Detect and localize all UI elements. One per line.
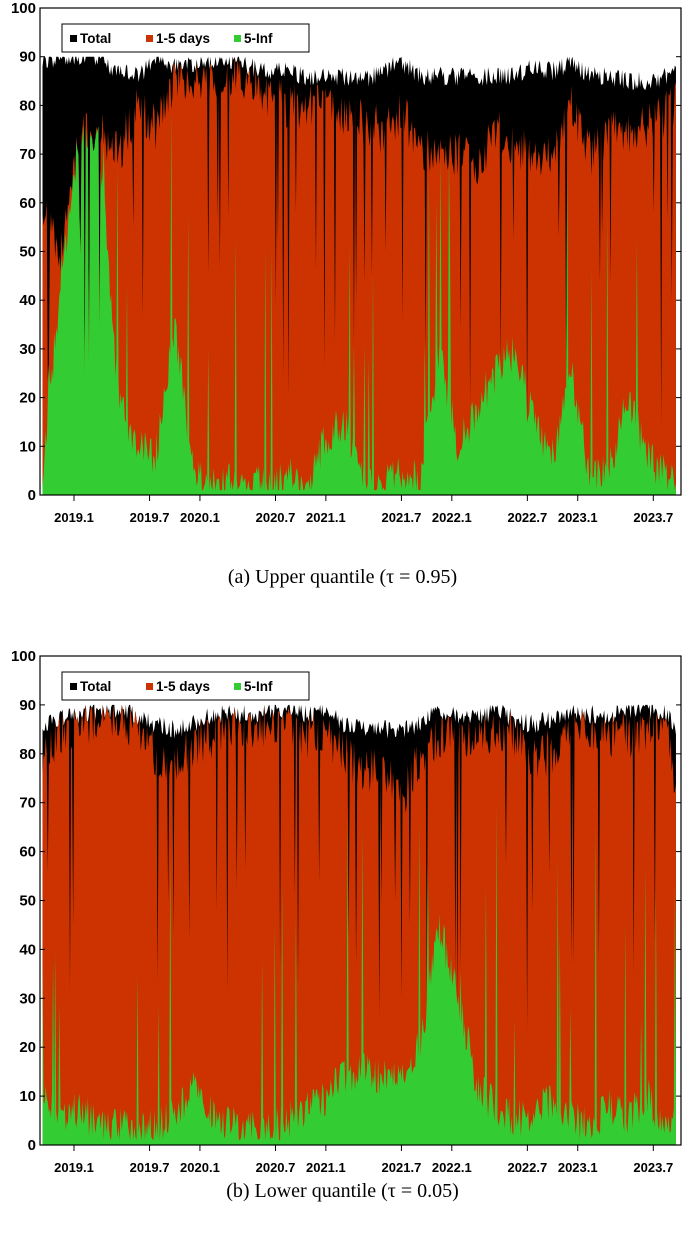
x-tick-label: 2019.1 xyxy=(54,510,94,525)
legend-label: Total xyxy=(80,31,111,46)
legend: Total 1-5 days 5-Inf xyxy=(61,671,310,701)
x-tick-label: 2019.1 xyxy=(54,1160,94,1175)
x-tick-label: 2020.1 xyxy=(180,1160,220,1175)
chart-b-svg: 0 10 20 30 40 50 60 70 80 90 100 2019.1 2019.7 2020.1… xyxy=(11,648,682,1175)
x-tick-label: 2019.7 xyxy=(130,1160,170,1175)
legend-label: 5-Inf xyxy=(244,679,273,694)
legend: Total 1-5 days 5-Inf xyxy=(61,23,310,53)
x-tick-label: 2020.7 xyxy=(256,1160,296,1175)
chart-panel-a: 0 10 20 30 40 50 60 70 80 90 100 2019.1 2019.7 2020.1… xyxy=(0,0,685,540)
y-tick-label: 90 xyxy=(19,49,36,66)
chart-a-svg: 0 10 20 30 40 50 60 70 80 90 100 2019.1 2019.7 2020.1… xyxy=(11,0,682,525)
legend-swatch xyxy=(146,35,153,42)
legend-label: Total xyxy=(80,679,111,694)
legend-swatch xyxy=(146,683,153,690)
legend-swatch xyxy=(234,35,241,42)
x-tick-label: 2020.1 xyxy=(180,510,220,525)
chart-panel-b: 0 10 20 30 40 50 60 70 80 90 100 2019.1 2019.7 2020.1… xyxy=(0,648,685,1193)
x-tick-label: 2023.7 xyxy=(633,510,673,525)
y-tick-label: 70 xyxy=(19,146,36,163)
chart-b-caption: (b) Lower quantile (τ = 0.05) xyxy=(226,1180,459,1202)
y-tick-label: 0 xyxy=(28,1137,36,1154)
x-tick-label: 2021.1 xyxy=(306,1160,346,1175)
legend-label: 5-Inf xyxy=(244,31,273,46)
x-tick-label: 2023.1 xyxy=(558,1160,598,1175)
y-tick-label: 80 xyxy=(19,746,36,763)
y-tick-label: 20 xyxy=(19,390,36,407)
y-tick-label: 60 xyxy=(19,195,36,212)
x-tick-label: 2023.1 xyxy=(558,510,598,525)
series-1-5-days-area xyxy=(42,704,676,1145)
y-tick-label: 40 xyxy=(19,941,36,958)
series-5-inf-area xyxy=(42,109,676,496)
y-tick-label: 80 xyxy=(19,97,36,114)
x-tick-label: 2022.7 xyxy=(507,1160,547,1175)
y-tick-label: 30 xyxy=(19,990,36,1007)
y-tick-label: 10 xyxy=(19,438,36,455)
x-tick-label: 2021.7 xyxy=(382,1160,422,1175)
y-tick-label: 100 xyxy=(11,0,36,17)
x-tick-label: 2019.7 xyxy=(130,510,170,525)
legend-label: 1-5 days xyxy=(156,31,210,46)
series-5-inf-area xyxy=(42,801,676,1145)
chart-a-caption: (a) Upper quantile (τ = 0.95) xyxy=(227,566,458,588)
x-tick-label: 2020.7 xyxy=(256,510,296,525)
y-tick-label: 0 xyxy=(28,487,36,504)
y-tick-label: 70 xyxy=(19,795,36,812)
x-tick-label: 2022.7 xyxy=(507,510,547,525)
legend-swatch xyxy=(234,683,241,690)
y-tick-label: 90 xyxy=(19,697,36,714)
y-tick-label: 20 xyxy=(19,1039,36,1056)
legend-box xyxy=(61,23,310,53)
y-tick-label: 30 xyxy=(19,341,36,358)
legend-box xyxy=(61,671,310,701)
y-tick-label: 100 xyxy=(11,648,36,665)
y-tick-label: 50 xyxy=(19,893,36,910)
x-tick-label: 2021.1 xyxy=(306,510,346,525)
legend-label: 1-5 days xyxy=(156,679,210,694)
y-tick-label: 40 xyxy=(19,292,36,309)
x-tick-label: 2022.1 xyxy=(432,510,472,525)
legend-swatch xyxy=(70,683,77,690)
x-tick-label: 2023.7 xyxy=(633,1160,673,1175)
y-tick-label: 10 xyxy=(19,1088,36,1105)
x-tick-label: 2022.1 xyxy=(432,1160,472,1175)
y-tick-label: 60 xyxy=(19,844,36,861)
y-tick-label: 50 xyxy=(19,244,36,261)
legend-swatch xyxy=(70,35,77,42)
x-tick-label: 2021.7 xyxy=(382,510,422,525)
